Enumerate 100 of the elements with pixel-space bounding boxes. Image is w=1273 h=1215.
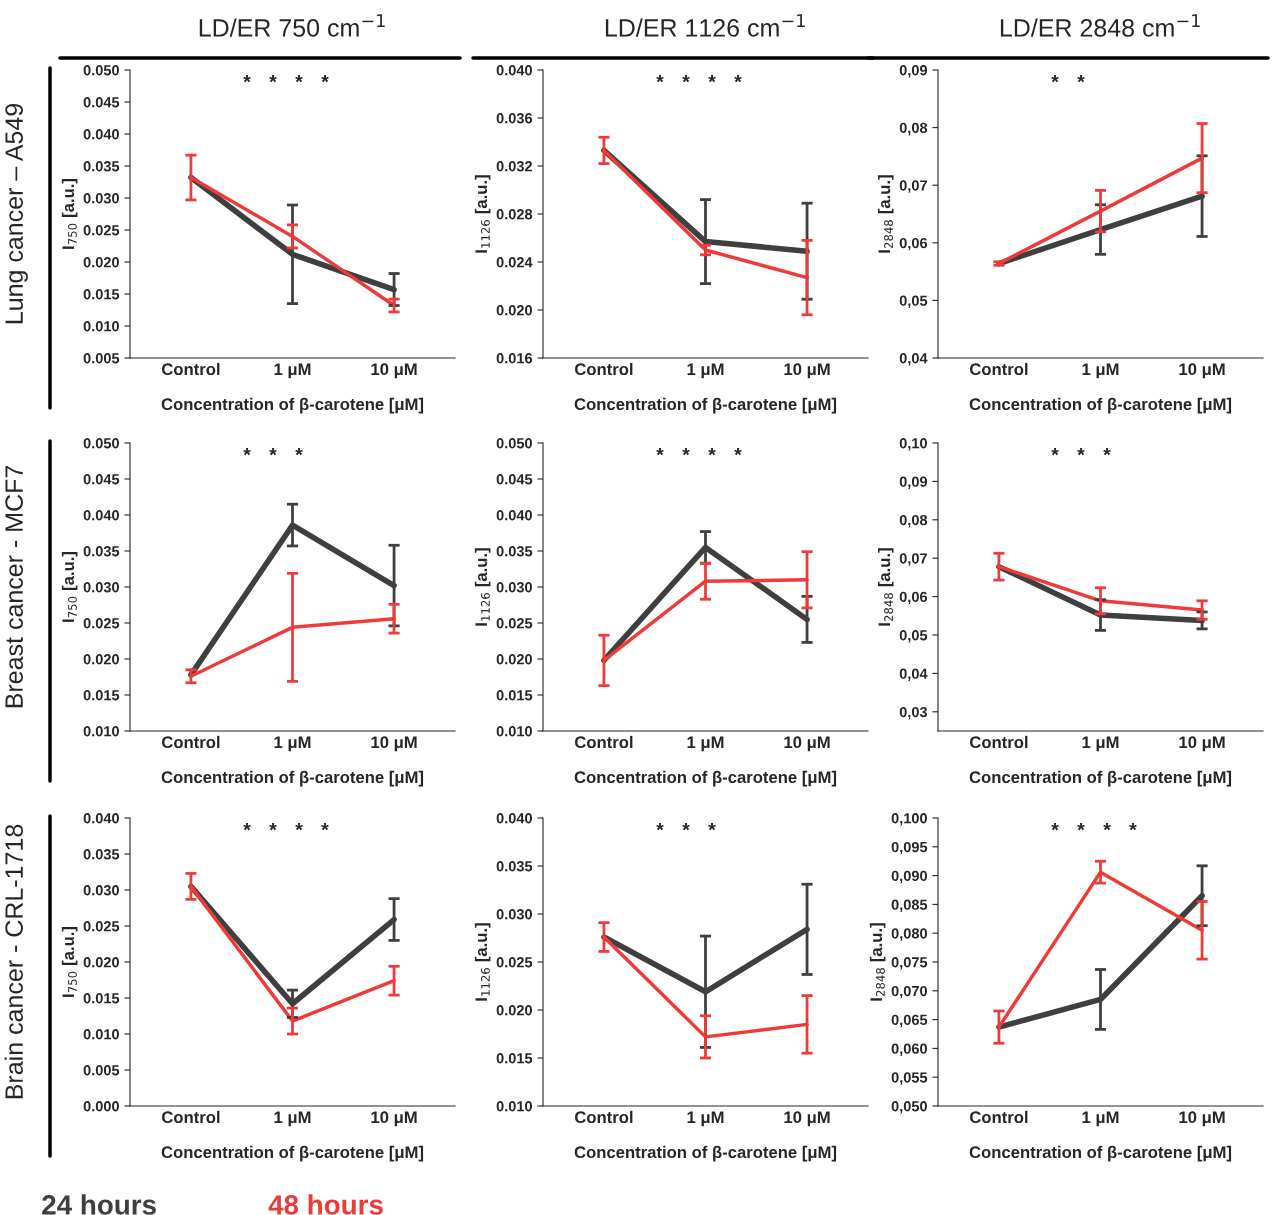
y-tick-label: 0,06	[899, 591, 928, 605]
y-axis-title: I$_{2848}$ [a.u.]	[877, 175, 894, 253]
x-tick-label: Control	[162, 1110, 220, 1124]
y-tick-label: 0,03	[899, 706, 928, 720]
y-tick-label: 0,06	[899, 237, 928, 251]
y-tick-label: 0.035	[83, 546, 120, 557]
x-axis-title: Concentration of β-carotene [μM]	[161, 397, 424, 414]
y-tick-label: 0,100	[891, 813, 927, 826]
y-tick-label: 0.032	[496, 161, 532, 172]
annotation: *	[708, 448, 716, 456]
y-tick-label: 0.030	[496, 582, 532, 593]
y-tick-label: 0.015	[83, 993, 120, 1004]
y-tick-label: 0.025	[83, 618, 120, 629]
y-tick-label: 0,04	[899, 353, 928, 366]
annotation: *	[656, 75, 664, 83]
x-axis-title: Concentration of β-carotene [μM]	[969, 1145, 1232, 1162]
chart-title: LD/ER 1126 cm$^{−1}$	[605, 14, 805, 37]
y-tick-label: 0.000	[83, 1101, 119, 1112]
y-tick-label: 0.020	[496, 1005, 532, 1016]
x-axis-title: Concentration of β-carotene [μM]	[969, 770, 1232, 787]
y-tick-label: 0,090	[891, 870, 927, 884]
annotation: *	[708, 75, 716, 83]
x-tick-label: 1 μM	[687, 363, 724, 379]
x-tick-label: 10 μM	[371, 1111, 417, 1127]
y-tick-label: 0.028	[496, 209, 533, 220]
x-axis-title: Concentration of β-carotene [μM]	[969, 397, 1232, 414]
x-tick-label: Control	[970, 735, 1028, 749]
x-tick-label: 1 μM	[687, 736, 724, 752]
y-tick-label: 0.040	[83, 129, 119, 140]
y-tick-label: 0.045	[83, 97, 120, 108]
annotation: *	[243, 448, 251, 456]
annotation: *	[656, 448, 664, 456]
annotation: *	[734, 448, 742, 456]
text: 24 hours	[42, 1194, 156, 1215]
annotation: *	[1077, 75, 1085, 83]
x-tick-label: 10 μM	[371, 736, 417, 752]
annotation: *	[295, 75, 303, 83]
y-tick-label: 0.025	[496, 957, 533, 968]
y-tick-label: 0.030	[496, 909, 532, 920]
annotation: *	[1103, 823, 1111, 831]
x-axis-title: Concentration of β-carotene [μM]	[161, 770, 424, 787]
y-tick-label: 0.035	[496, 861, 533, 872]
annotation: *	[682, 823, 690, 831]
y-tick-label: 0.010	[496, 1101, 532, 1112]
y-tick-label: 0.016	[496, 353, 533, 364]
y-tick-label: 0,055	[891, 1072, 928, 1085]
y-tick-label: 0.030	[83, 193, 119, 204]
y-tick-label: 0.035	[83, 161, 120, 172]
x-tick-label: 1 μM	[1082, 1111, 1119, 1127]
x-axis-title: Concentration of β-carotene [μM]	[574, 770, 837, 787]
y-tick-label: 0.036	[496, 113, 533, 124]
y-tick-label: 0.025	[83, 225, 120, 236]
y-tick-label: 0,08	[899, 514, 928, 528]
y-tick-label: 0.020	[496, 305, 532, 316]
annotation: *	[1103, 448, 1111, 456]
x-tick-label: Control	[162, 362, 220, 376]
y-tick-label: 0,05	[899, 295, 928, 308]
y-tick-label: 0.005	[83, 1065, 120, 1076]
y-tick-label: 0.045	[496, 474, 533, 485]
x-tick-label: Control	[575, 1110, 633, 1124]
annotation: *	[321, 823, 329, 831]
y-tick-label: 0.040	[496, 510, 532, 521]
text: Lung cancer – A549	[5, 103, 28, 324]
x-axis-title: Concentration of β-carotene [μM]	[574, 1145, 837, 1162]
x-axis-title: Concentration of β-carotene [μM]	[161, 1145, 424, 1162]
y-axis-title: I$_{750}$ [a.u.]	[61, 926, 78, 997]
y-tick-label: 0.015	[496, 1053, 533, 1064]
y-tick-label: 0.015	[83, 690, 120, 701]
x-tick-label: 1 μM	[274, 736, 311, 752]
y-tick-label: 0,080	[891, 928, 927, 941]
y-tick-label: 0.030	[83, 582, 119, 593]
y-tick-label: 0.010	[496, 726, 532, 737]
annotation: *	[656, 823, 664, 831]
y-tick-label: 0,08	[899, 122, 928, 136]
x-tick-label: Control	[970, 362, 1028, 376]
x-tick-label: 10 μM	[1179, 363, 1225, 379]
y-tick-label: 0.045	[83, 474, 120, 485]
y-tick-label: 0,07	[899, 180, 927, 193]
y-tick-label: 0.040	[496, 65, 532, 76]
chart-title: LD/ER 750 cm$^{−1}$	[199, 14, 385, 37]
y-axis-title: I$_{1126}$ [a.u.]	[474, 175, 491, 253]
y-tick-label: 0.024	[496, 257, 533, 268]
y-tick-label: 0.015	[496, 690, 533, 701]
y-tick-label: 0.030	[83, 885, 119, 896]
y-tick-label: 0,07	[899, 553, 927, 566]
x-tick-label: Control	[970, 1110, 1028, 1124]
y-axis-title: I$_{2848}$ [a.u.]	[869, 923, 886, 1001]
x-tick-label: Control	[575, 735, 633, 749]
y-axis-title: I$_{2848}$ [a.u.]	[877, 548, 894, 626]
y-tick-label: 0,070	[891, 985, 927, 999]
x-tick-label: 10 μM	[371, 363, 417, 379]
y-tick-label: 0.020	[83, 257, 119, 268]
y-tick-label: 0.020	[83, 654, 119, 665]
y-tick-label: 0.010	[83, 321, 119, 332]
text: Breast cancer - MCF7	[5, 465, 23, 708]
y-tick-label: 0,095	[891, 841, 928, 855]
y-tick-label: 0.050	[496, 438, 532, 449]
annotation: *	[1077, 823, 1085, 831]
y-tick-label: 0.040	[83, 510, 119, 521]
x-tick-label: 10 μM	[1179, 736, 1225, 752]
